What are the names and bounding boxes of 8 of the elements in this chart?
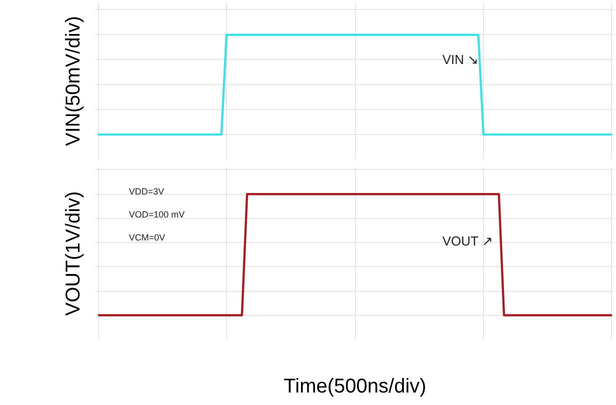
annotation: VOD=100 mV (128, 210, 185, 220)
annotation: VOUT ↗ (442, 234, 493, 249)
annotation: VCM=0V (128, 232, 166, 243)
y-axis-title: VIN(50mV/div) (62, 16, 84, 146)
x-axis-title: Time(500ns/div) (284, 376, 426, 398)
annotation: VIN ↘ (442, 52, 479, 67)
annotation: VDD=3V (128, 186, 164, 197)
y-axis-title: VOUT(1V/div) (62, 191, 84, 316)
